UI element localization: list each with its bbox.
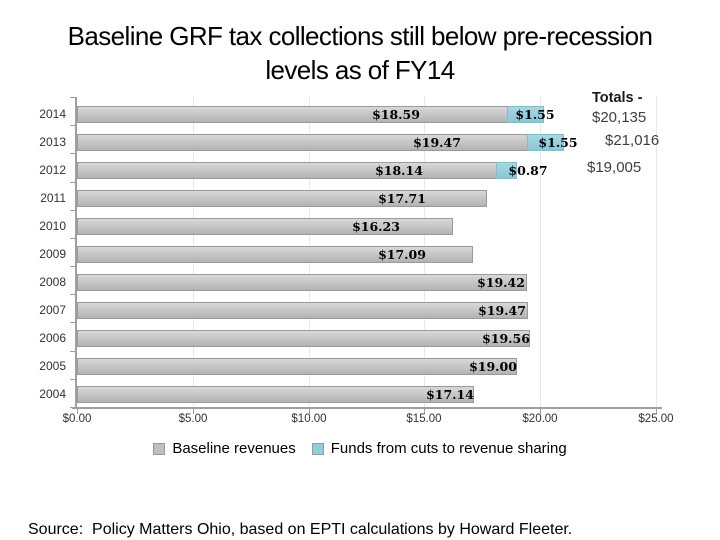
totals-heading: Totals - [592, 90, 643, 106]
total-2013: $21,016 [605, 132, 660, 149]
bar-baseline-2008 [77, 274, 527, 291]
bar-baseline-2005 [77, 358, 517, 375]
x-axis-tick-label: $25.00 [638, 413, 674, 425]
y-axis-label-2004: 2004 [39, 387, 66, 401]
y-axis-label-2010: 2010 [39, 219, 66, 233]
legend-label-cuts: Funds from cuts to revenue sharing [330, 440, 567, 457]
y-axis-line [75, 97, 77, 408]
y-axis-tick [70, 407, 75, 408]
x-axis-tick [77, 409, 78, 414]
bar-label-baseline-2009: $17.09 [378, 247, 426, 262]
legend-swatch-cuts [311, 442, 324, 455]
chart-title-line1: Baseline GRF tax collections still below… [67, 21, 653, 51]
total-2014: $20,135 [592, 109, 647, 126]
bar-label-baseline-2006: $19.56 [482, 331, 530, 346]
y-axis-label-2012: 2012 [39, 163, 66, 177]
y-axis-label-2014: 2014 [39, 107, 66, 121]
y-axis-tick [70, 182, 75, 183]
y-axis-label-2009: 2009 [39, 247, 66, 261]
bar-label-baseline-2011: $17.71 [378, 191, 426, 206]
x-axis-tick [424, 409, 425, 414]
y-axis-tick [70, 266, 75, 267]
x-axis-tick [309, 409, 310, 414]
bar-label-baseline-2010: $16.23 [352, 219, 400, 234]
bar-label-cuts-2012: $0.87 [508, 163, 548, 178]
plot-area: $18.59 $1.55 $19.47 $1.55 $18.14 $0.87 $17.71 $… [77, 97, 657, 407]
chart-legend: Baseline revenues Funds from cuts to rev… [0, 440, 720, 457]
y-axis-tick [70, 210, 75, 211]
bar-cuts-2014 [507, 106, 544, 123]
bar-label-baseline-2005: $19.00 [469, 359, 517, 374]
gridline-$25.00 [656, 97, 657, 407]
bar-baseline-2010 [77, 218, 453, 235]
legend-item-cuts: Funds from cuts to revenue sharing [311, 440, 567, 457]
bar-label-baseline-2007: $19.47 [478, 303, 526, 318]
gridline-$20.00 [540, 97, 541, 407]
chart-title-line2: levels as of FY14 [265, 55, 455, 85]
chart-title: Baseline GRF tax collections still below… [0, 19, 720, 87]
x-axis-line [72, 407, 662, 409]
x-axis-tick [193, 409, 194, 414]
bar-baseline-2006 [77, 330, 530, 347]
bar-label-baseline-2012: $18.14 [375, 163, 423, 178]
x-axis-tick-label: $5.00 [178, 413, 208, 425]
y-axis-label-2006: 2006 [39, 331, 66, 345]
x-axis-tick [656, 409, 657, 414]
legend-swatch-baseline [153, 442, 166, 455]
bar-baseline-2011 [77, 190, 487, 207]
total-2012: $19,005 [587, 159, 642, 176]
bar-label-baseline-2014: $18.59 [372, 107, 420, 122]
bar-baseline-2014 [77, 106, 508, 123]
x-axis-tick-label: $0.00 [62, 413, 92, 425]
x-axis-tick-label: $10.00 [291, 413, 327, 425]
y-axis-tick [70, 238, 75, 239]
bar-baseline-2004 [77, 386, 474, 403]
legend-item-baseline: Baseline revenues [153, 440, 296, 457]
bar-cuts-2012 [496, 162, 517, 179]
bar-label-baseline-2013: $19.47 [413, 135, 461, 150]
y-axis-label-2008: 2008 [39, 275, 66, 289]
y-axis-tick [70, 97, 75, 98]
bar-label-cuts-2014: $1.55 [515, 107, 555, 122]
y-axis-tick [70, 153, 75, 154]
x-axis-tick-label: $15.00 [406, 413, 442, 425]
bar-baseline-2009 [77, 246, 473, 263]
y-axis-tick [70, 125, 75, 126]
bar-label-baseline-2008: $19.42 [477, 275, 525, 290]
bar-cuts-2013 [527, 134, 564, 151]
y-axis-tick [70, 351, 75, 352]
bar-baseline-2012 [77, 162, 497, 179]
bar-label-baseline-2004: $17.14 [426, 387, 474, 402]
legend-label-baseline: Baseline revenues [172, 440, 296, 457]
y-axis-label-2005: 2005 [39, 359, 66, 373]
x-axis-tick [540, 409, 541, 414]
y-axis-label-2013: 2013 [39, 135, 66, 149]
y-axis-tick [70, 294, 75, 295]
y-axis-label-2011: 2011 [40, 191, 66, 205]
x-axis-tick-label: $20.00 [522, 413, 558, 425]
bar-label-cuts-2013: $1.55 [538, 135, 578, 150]
y-axis-tick [70, 379, 75, 380]
bar-baseline-2007 [77, 302, 528, 319]
y-axis-tick [70, 322, 75, 323]
source-line1: Source: Policy Matters Ohio, based on EP… [28, 521, 573, 538]
y-axis-label-2007: 2007 [39, 303, 66, 317]
source-note: Source: Policy Matters Ohio, based on EP… [28, 470, 698, 540]
